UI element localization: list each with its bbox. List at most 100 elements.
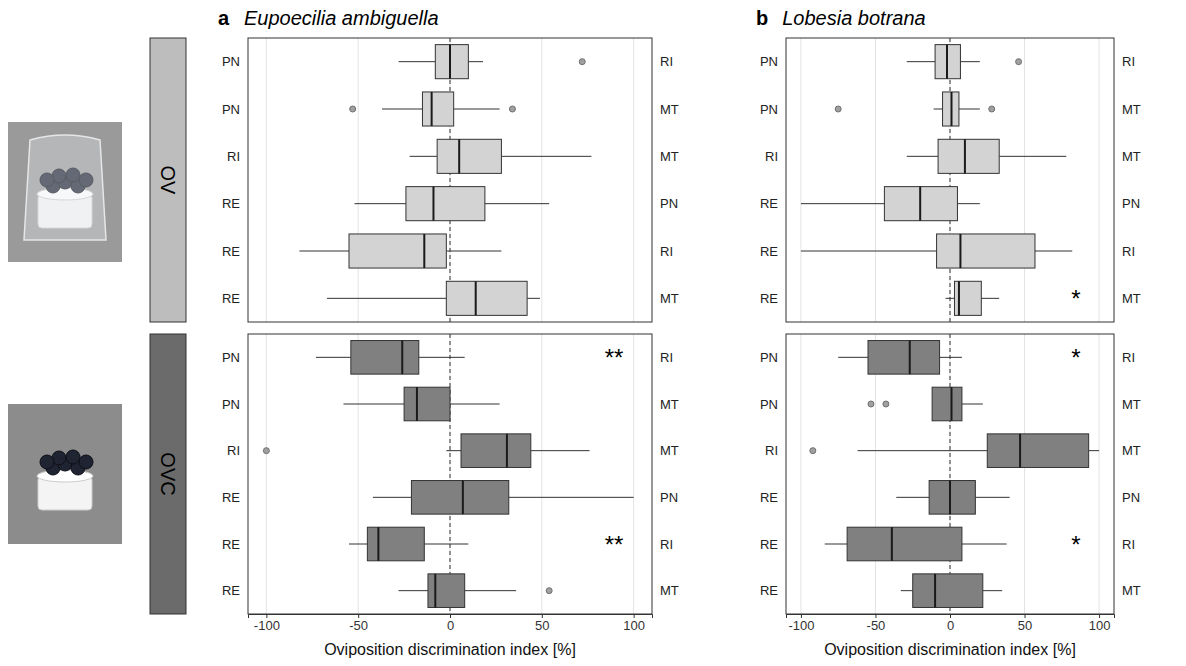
whisker-low [858,450,988,451]
box-plot [399,45,586,79]
category-label-left: PN [222,397,240,412]
category-label-left: RI [227,443,240,458]
category-label-right: RI [1122,350,1135,365]
median [964,139,966,173]
category-label-left: RE [760,490,778,505]
median [432,187,434,221]
category-label-right: MT [1122,102,1141,117]
median [434,574,436,608]
whisker-low [801,203,884,204]
whisker-low [316,357,351,358]
tick-label: 0 [447,618,454,633]
x-axis: -100-50050100 [249,614,653,633]
marks [810,341,1099,608]
significance: * [1071,344,1080,371]
panel-letter: a [218,7,230,29]
grid-line [450,334,451,614]
plot-background [786,38,1114,322]
berry [79,455,93,469]
grid-line [950,334,951,614]
category-label-right: PN [1122,490,1140,505]
plot-frame [786,334,1114,614]
panel: PNPNRIRERERERIMTMTPNRIMT [222,38,679,322]
panel: *PNPNRIRERERERIMTMTPNRIMT [760,38,1141,322]
category-label-left: RI [765,443,778,458]
photo-background [8,122,122,262]
category-label-right: PN [660,196,678,211]
whisker-high [454,109,500,110]
tick: 0 [447,614,454,633]
plot-frame [248,38,652,322]
category-label-left: RE [222,291,240,306]
box-plot [896,481,1009,515]
median [377,527,379,561]
box [943,92,959,126]
whisker-high [446,251,501,252]
whisker-high [960,61,979,62]
grid-line [800,334,801,614]
whisker-high [940,357,962,358]
outlier [546,588,552,594]
reference-line [450,334,451,614]
whisker-low [373,497,412,498]
whisker-high [527,298,540,299]
x-axis-title: Oviposition discrimination index [%] [324,641,576,658]
box [411,481,508,515]
category-label-right: PN [1122,196,1140,211]
grid-line [450,38,451,322]
setup-illustration [8,404,122,544]
setup-illustration [8,122,122,262]
category-label-left: PN [222,54,240,69]
box [884,187,957,221]
grid-line [358,38,359,322]
whisker-low [399,61,436,62]
median [431,92,433,126]
plot-background [248,38,652,322]
outlier [810,448,816,454]
whisker-high [501,156,591,157]
tick: -100 [788,614,814,633]
box [935,45,960,79]
box-plot [825,527,1007,561]
category-label-left: RE [222,583,240,598]
box-plot [327,281,540,315]
significance: ** [605,531,624,558]
whisker-low [907,156,938,157]
outlier [509,106,515,112]
reference-line [450,38,451,322]
category-label-right: MT [1122,291,1141,306]
category-label-left: RI [765,149,778,164]
plot-background [786,334,1114,614]
box [446,281,527,315]
x-axis-title: Oviposition discrimination index [%] [824,641,1076,658]
grid-line [1024,334,1025,614]
tick-label: 50 [535,618,549,633]
whisker-low [343,404,404,405]
tick: 100 [1089,614,1111,633]
outlier [263,448,269,454]
whisker-high [957,203,979,204]
whisker-high [983,590,1002,591]
whisker-high [962,544,1007,545]
whisker-high [509,497,634,498]
whisker-low [327,298,446,299]
category-label-left: RI [227,149,240,164]
tick-label: 50 [1018,618,1032,633]
median [949,481,951,515]
whisker-high [531,450,590,451]
whisker-high [465,590,516,591]
grid-line [950,38,951,322]
marks [299,45,591,316]
tick-label: 0 [947,618,954,633]
category-label-right: MT [1122,397,1141,412]
group-strip [150,38,186,322]
tick-label: -100 [254,618,280,633]
group-strip [150,334,186,614]
median [950,387,952,421]
median [449,45,451,79]
whisker-low [838,357,868,358]
median [416,387,418,421]
whisker-low [801,251,937,252]
box [461,434,531,468]
category-label-left: RE [760,244,778,259]
